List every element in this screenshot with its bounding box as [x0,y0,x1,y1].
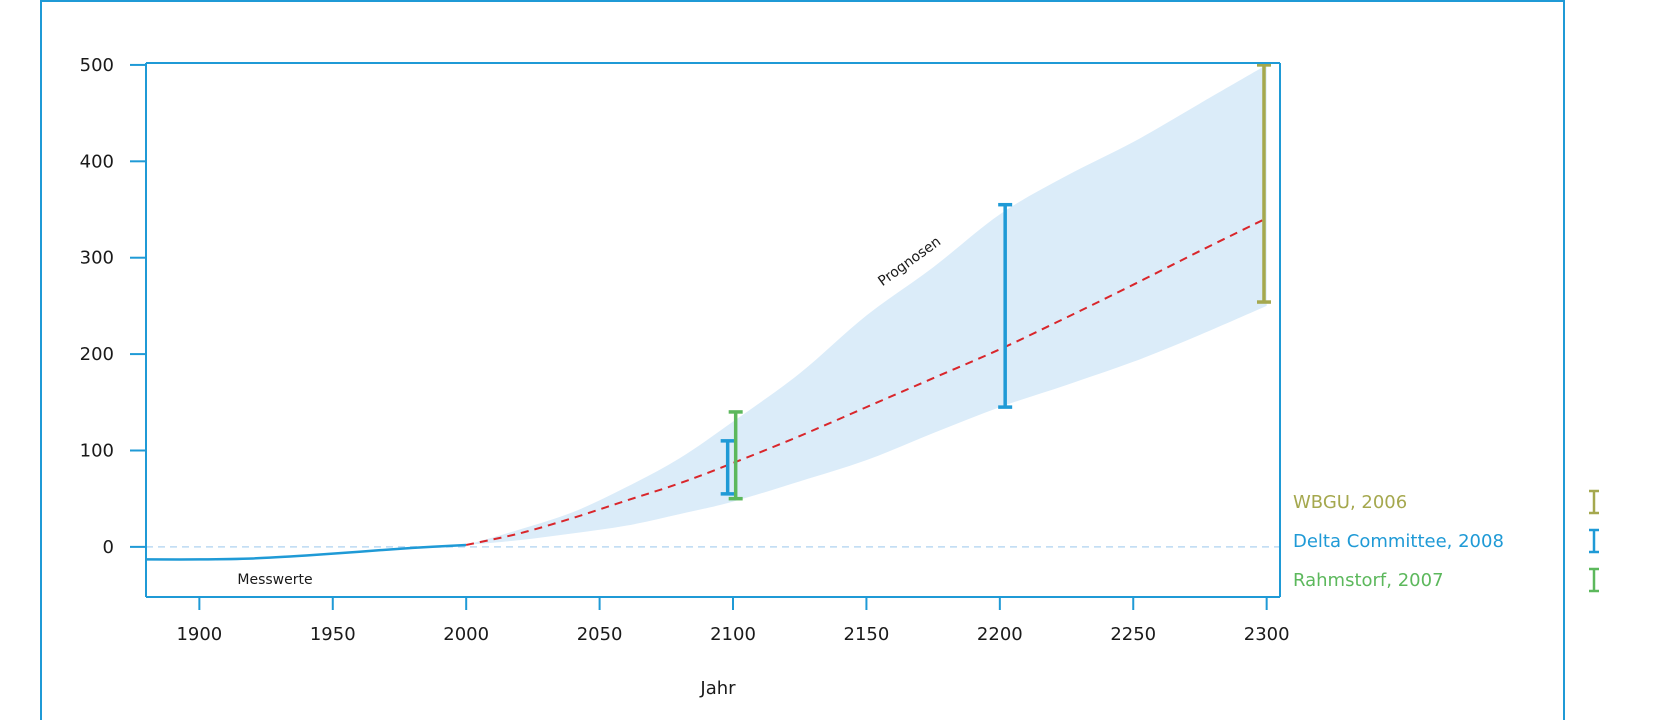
legend-label: WBGU, 2006 [1293,492,1407,513]
prognosis-band [466,64,1267,545]
legend-item-1: WBGU, 2006 [1293,489,1599,515]
x-tick-label: 2100 [710,624,756,645]
series-layer [145,217,1268,561]
error-bar-3 [998,202,1013,409]
x-tick-label: 2050 [577,624,623,645]
x-tick-label: 2000 [443,624,489,645]
error-bar-2 [720,439,735,496]
legend-item-3: Rahmstorf, 2007 [1293,567,1599,593]
x-axis-title: Jahr [699,678,736,699]
y-tick-label: 400 [80,151,114,172]
error-bar-1 [1256,63,1271,304]
measured-series-line [145,543,467,561]
error-bars-layer [720,63,1271,501]
y-tick-label: 500 [80,55,114,76]
x-tick-label: 2300 [1244,624,1290,645]
y-tick-label: 100 [80,440,114,461]
y-tick-label: 0 [103,537,114,558]
legend: WBGU, 2006 Delta Committee, 2008 Rahmstorf… [1293,489,1599,593]
x-tick-label: 1900 [176,624,222,645]
x-tick-label: 2200 [977,624,1023,645]
prognosis-band-layer [466,64,1267,545]
x-tick-label: 2250 [1110,624,1156,645]
y-tick-label: 300 [80,248,114,269]
axes-layer: 0 100 200 300 400 500 1900 1950 2000 2050 2100 2150… [80,55,1290,645]
x-tick-label: 2150 [844,624,890,645]
chart-frame [40,0,1565,720]
y-tick-label: 200 [80,344,114,365]
legend-label: Rahmstorf, 2007 [1293,570,1444,591]
measured-label: Messwerte [237,572,312,588]
projection-series-line [465,217,1268,546]
x-tick-label: 1950 [310,624,356,645]
legend-item-2: Delta Committee, 2008 [1293,528,1599,554]
error-bar-4 [728,410,743,501]
legend-label: Delta Committee, 2008 [1293,531,1504,552]
